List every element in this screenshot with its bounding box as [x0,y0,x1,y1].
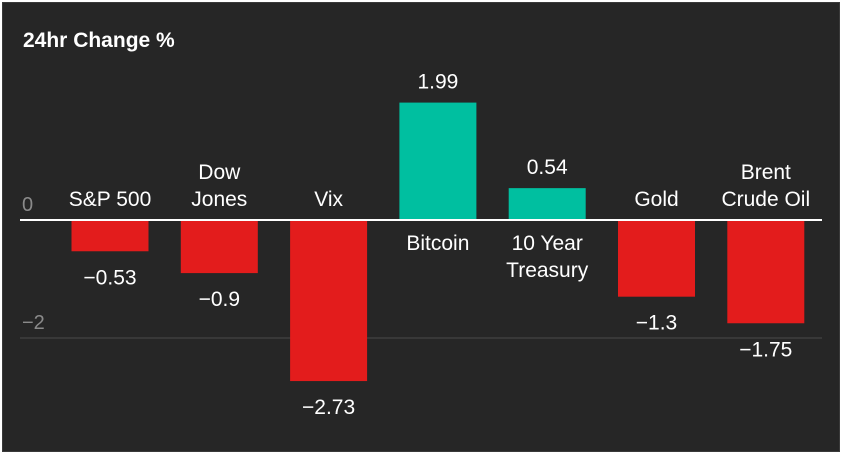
category-label: 10 Year [512,232,583,255]
bar [399,102,477,220]
category-label: Crude Oil [721,188,810,211]
data-label: 0.54 [527,156,568,179]
bar [71,220,149,252]
y-tick-label: −2 [22,312,45,334]
bar [508,188,586,220]
bar [180,220,258,274]
data-label: −1.75 [739,338,792,361]
category-label: Treasury [506,259,589,282]
category-label: S&P 500 [69,188,152,211]
bar [290,220,368,382]
bar [618,220,695,297]
data-label: −0.53 [83,266,136,289]
data-label: −2.73 [302,396,355,419]
y-tick-label: 0 [22,194,33,216]
bar [727,220,805,324]
chart-title: 24hr Change % [23,29,175,52]
category-label: Jones [191,188,247,211]
category-label: Dow [198,161,241,184]
data-label: −0.9 [199,288,240,311]
data-label: −1.3 [636,312,677,335]
category-label: Vix [314,188,343,211]
data-label: 1.99 [417,71,458,94]
category-label: Bitcoin [406,232,469,255]
category-label: Gold [634,188,678,211]
category-label: Brent [741,161,791,184]
